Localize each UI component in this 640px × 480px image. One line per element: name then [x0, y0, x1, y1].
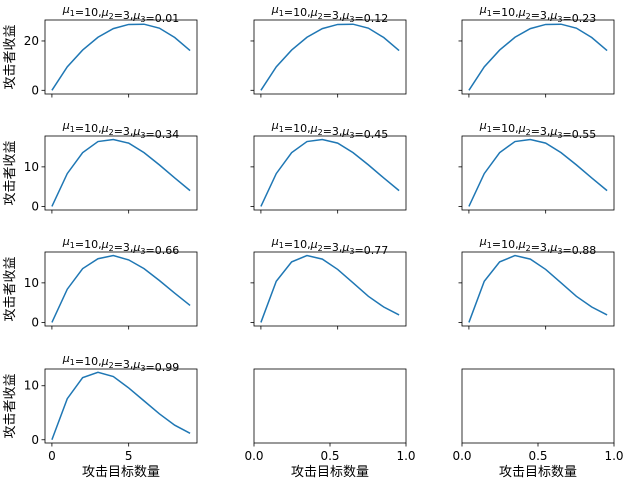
axes-frame: [461, 251, 615, 327]
y-tick-label: 10: [24, 379, 39, 393]
axes-frame: [253, 368, 407, 444]
axes-frame: [253, 251, 407, 327]
subplot-9: μ1=10,μ2=3,μ3=0.88: [458, 235, 615, 330]
y-tick-label: 10: [24, 160, 39, 174]
x-tick-label: 0.0: [452, 449, 471, 463]
x-tick-label: 0.5: [528, 449, 547, 463]
x-axis-label: 攻击目标数量: [499, 465, 577, 480]
series-line: [51, 254, 191, 323]
axes-frame: [461, 19, 615, 95]
subplot-5: μ1=10,μ2=3,μ3=0.45: [250, 119, 407, 214]
subplot-title: μ1=10,μ2=3,μ3=0.45: [271, 119, 388, 141]
subplot-title: μ1=10,μ2=3,μ3=0.23: [479, 3, 596, 25]
y-axis-label: 攻击者收益: [3, 373, 18, 438]
series-line: [468, 138, 608, 207]
axes-frame: [461, 368, 615, 444]
series-line: [260, 23, 400, 91]
series-line: [51, 371, 191, 441]
subplot-4: μ1=10,μ2=3,μ3=0.34 0 10 攻击者收益: [3, 119, 198, 214]
subplot-3: μ1=10,μ2=3,μ3=0.23: [458, 3, 615, 98]
axes-frame: [253, 135, 407, 211]
y-tick-label: 0: [31, 315, 39, 329]
subplot-6: μ1=10,μ2=3,μ3=0.55: [458, 119, 615, 214]
subplot-11: 0.0 0.5 1.0 攻击目标数量: [244, 368, 416, 480]
subplot-title: μ1=10,μ2=3,μ3=0.12: [271, 3, 388, 25]
x-axis-label: 攻击目标数量: [291, 465, 369, 480]
subplot-title: μ1=10,μ2=3,μ3=0.99: [62, 352, 179, 374]
subplot-title: μ1=10,μ2=3,μ3=0.88: [479, 235, 596, 257]
series-line: [51, 138, 191, 207]
subplot-2: μ1=10,μ2=3,μ3=0.12: [250, 3, 407, 98]
x-tick-label: 1.0: [604, 449, 623, 463]
subplot-1: μ1=10,μ2=3,μ3=0.01 0 20 攻击者收益: [3, 3, 198, 98]
axes-frame: [461, 135, 615, 211]
x-tick-label: 0.0: [244, 449, 263, 463]
series-line: [260, 138, 400, 207]
y-tick-label: 20: [24, 34, 39, 48]
subplot-7: μ1=10,μ2=3,μ3=0.66 0 10 攻击者收益: [3, 235, 198, 330]
y-axis-label: 攻击者收益: [3, 256, 18, 321]
subplot-title: μ1=10,μ2=3,μ3=0.66: [62, 235, 179, 257]
subplot-title: μ1=10,μ2=3,μ3=0.55: [479, 119, 596, 141]
y-tick-label: 0: [31, 433, 39, 447]
subplot-title: μ1=10,μ2=3,μ3=0.77: [271, 235, 388, 257]
x-tick-label: 5: [125, 449, 133, 463]
axes-frame: [44, 251, 198, 327]
series-line: [260, 254, 400, 323]
subplot-8: μ1=10,μ2=3,μ3=0.77: [250, 235, 407, 330]
axes-frame: [44, 368, 198, 444]
series-line: [51, 23, 191, 91]
series-line: [468, 23, 608, 91]
y-tick-label: 10: [24, 276, 39, 290]
x-tick-label: 0.5: [320, 449, 339, 463]
x-tick-label: 1.0: [396, 449, 415, 463]
y-axis-label: 攻击者收益: [3, 24, 18, 89]
y-axis-label: 攻击者收益: [3, 140, 18, 205]
subplot-title: μ1=10,μ2=3,μ3=0.01: [62, 3, 179, 25]
axes-frame: [44, 135, 198, 211]
series-line: [468, 254, 608, 323]
axes-frame: [253, 19, 407, 95]
subplot-title: μ1=10,μ2=3,μ3=0.34: [62, 119, 179, 141]
y-tick-label: 0: [31, 199, 39, 213]
subplot-12: 0.0 0.5 1.0 攻击目标数量: [452, 368, 624, 480]
x-axis-label: 攻击目标数量: [82, 465, 160, 480]
y-tick-label: 0: [31, 83, 39, 97]
x-tick-label: 0: [48, 449, 56, 463]
axes-frame: [44, 19, 198, 95]
